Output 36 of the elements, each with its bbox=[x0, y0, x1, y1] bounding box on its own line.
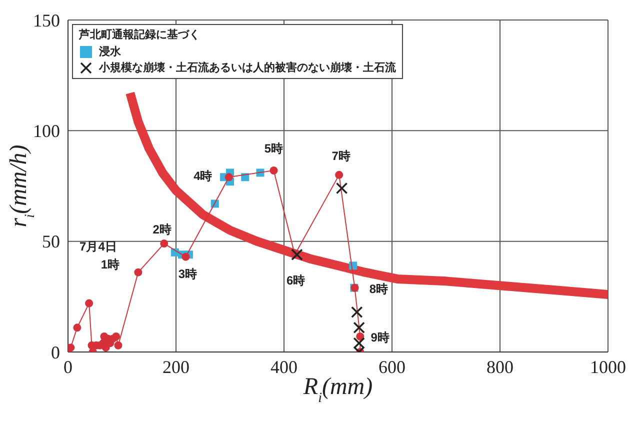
x-tick-label: 1000 bbox=[590, 356, 626, 377]
annotation: 2時 bbox=[152, 222, 172, 237]
point bbox=[270, 166, 278, 175]
point bbox=[160, 240, 168, 248]
x-tick-label: 400 bbox=[270, 356, 298, 377]
point bbox=[224, 173, 233, 182]
x-tick-label: 200 bbox=[162, 356, 190, 377]
annotation: 7時 bbox=[332, 148, 350, 163]
annotation: 3時 bbox=[178, 266, 198, 281]
point bbox=[85, 299, 94, 308]
annotation: 1時 bbox=[100, 257, 120, 272]
legend-title: 芦北町通報記録に基づく bbox=[79, 28, 201, 42]
point bbox=[134, 268, 142, 276]
x-tick-label: 800 bbox=[486, 356, 514, 377]
annotation: 7月4日 bbox=[80, 239, 117, 254]
x-axis-title: R$_{i}$(mm) bbox=[302, 374, 373, 406]
y-tick-label: 100 bbox=[33, 121, 60, 142]
y-tick-label: 150 bbox=[33, 10, 60, 30]
x-tick-label: 600 bbox=[378, 356, 406, 377]
point bbox=[68, 344, 75, 352]
point bbox=[73, 324, 82, 332]
legend-label: 浸水 bbox=[99, 44, 121, 60]
point bbox=[112, 332, 120, 341]
legend-label: 小規模な崩壊・土石流あるいは人的被害のない崩壊・土石流 bbox=[99, 60, 396, 76]
x-tick-label: 0 bbox=[64, 356, 72, 377]
annotation: 6時 bbox=[286, 274, 306, 288]
point bbox=[114, 341, 122, 350]
point bbox=[356, 332, 364, 341]
annotation: 5時 bbox=[264, 142, 284, 156]
y-tick-label: 0 bbox=[51, 342, 60, 362]
y-tick-label: 50 bbox=[42, 232, 60, 252]
annotation: 4時 bbox=[194, 169, 212, 184]
annotation: 8時 bbox=[369, 282, 388, 296]
annotation: 9時 bbox=[370, 330, 390, 345]
point bbox=[335, 170, 344, 179]
point bbox=[182, 252, 190, 261]
